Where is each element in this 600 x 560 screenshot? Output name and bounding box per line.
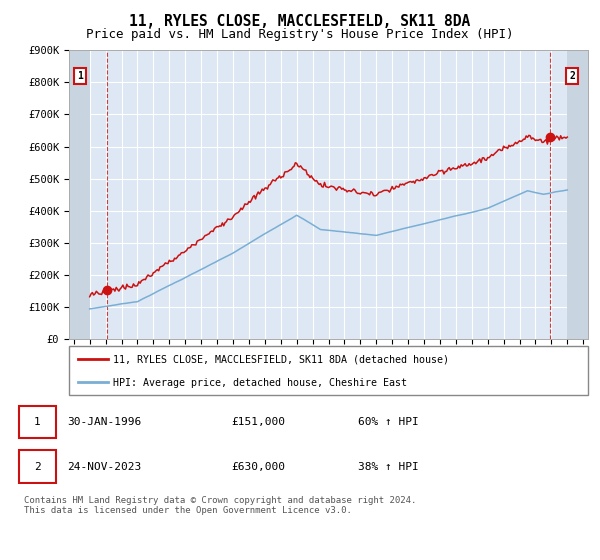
Text: Contains HM Land Registry data © Crown copyright and database right 2024.
This d: Contains HM Land Registry data © Crown c…: [24, 496, 416, 515]
Text: 11, RYLES CLOSE, MACCLESFIELD, SK11 8DA: 11, RYLES CLOSE, MACCLESFIELD, SK11 8DA: [130, 14, 470, 29]
Text: £630,000: £630,000: [231, 461, 285, 472]
Text: 11, RYLES CLOSE, MACCLESFIELD, SK11 8DA (detached house): 11, RYLES CLOSE, MACCLESFIELD, SK11 8DA …: [113, 355, 449, 365]
Text: 1: 1: [77, 71, 83, 81]
Text: HPI: Average price, detached house, Cheshire East: HPI: Average price, detached house, Ches…: [113, 378, 407, 388]
Bar: [568, 50, 588, 339]
Text: 38% ↑ HPI: 38% ↑ HPI: [358, 461, 418, 472]
FancyBboxPatch shape: [69, 346, 588, 395]
FancyBboxPatch shape: [19, 405, 56, 438]
Text: 30-JAN-1996: 30-JAN-1996: [67, 417, 141, 427]
Text: 2: 2: [569, 71, 575, 81]
FancyBboxPatch shape: [19, 450, 56, 483]
Text: £151,000: £151,000: [231, 417, 285, 427]
Text: 2: 2: [34, 461, 41, 472]
Text: 60% ↑ HPI: 60% ↑ HPI: [358, 417, 418, 427]
Text: 24-NOV-2023: 24-NOV-2023: [67, 461, 141, 472]
Bar: [69, 50, 89, 339]
Text: 1: 1: [34, 417, 41, 427]
Text: Price paid vs. HM Land Registry's House Price Index (HPI): Price paid vs. HM Land Registry's House …: [86, 28, 514, 41]
